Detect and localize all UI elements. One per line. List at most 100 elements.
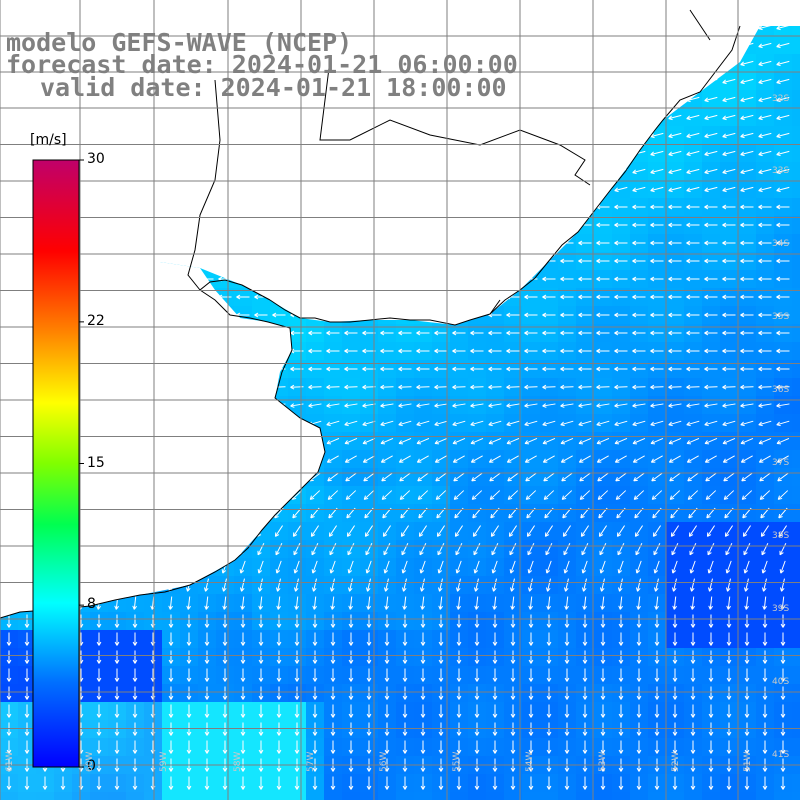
- wind-arrow: [596, 276, 610, 282]
- longitude-label: 57W: [306, 751, 316, 772]
- wind-arrow: [560, 276, 574, 282]
- field-cell: [756, 792, 774, 800]
- wind-arrow: [596, 222, 610, 228]
- field-cell: [558, 792, 576, 800]
- wind-arrow: [686, 204, 700, 210]
- field-cell: [450, 792, 468, 800]
- field-cell: [468, 792, 486, 800]
- field-cell: [792, 18, 800, 36]
- field-cell: [792, 576, 800, 594]
- wind-arrow: [740, 276, 754, 282]
- colorbar-unit: [m/s]: [30, 132, 67, 148]
- field-cell: [36, 792, 54, 800]
- latitude-label: 37S: [772, 458, 790, 468]
- wind-arrow: [614, 258, 628, 264]
- field-cell: [216, 792, 234, 800]
- latitude-label: 36S: [772, 385, 790, 395]
- field-cell: [792, 540, 800, 558]
- field-cell: [612, 792, 630, 800]
- wind-arrow: [740, 204, 754, 210]
- longitude-label: 51W: [743, 751, 753, 772]
- wind-arrow: [704, 222, 718, 228]
- field-cell: [792, 162, 800, 180]
- field-cell: [792, 666, 800, 684]
- wind-arrow: [722, 114, 736, 121]
- wind-arrow: [632, 168, 646, 175]
- field-cell: [342, 792, 360, 800]
- field-cell: [378, 792, 396, 800]
- wind-arrow: [758, 60, 772, 67]
- field-cell: [594, 792, 612, 800]
- wind-arrow: [650, 258, 664, 264]
- wind-arrow: [740, 240, 754, 246]
- field-cell: [702, 792, 720, 800]
- wind-arrow: [614, 186, 628, 193]
- field-cell: [684, 792, 702, 800]
- wind-arrow: [740, 222, 754, 228]
- wind-arrow: [668, 276, 682, 282]
- field-cell: [540, 792, 558, 800]
- wind-arrow: [686, 240, 700, 246]
- wind-arrow: [776, 96, 790, 103]
- wind-arrow: [614, 240, 628, 246]
- field-cell: [0, 792, 18, 800]
- field-cell: [90, 792, 108, 800]
- wind-arrow: [650, 204, 664, 210]
- wind-arrow: [758, 222, 772, 228]
- field-cell: [18, 792, 36, 800]
- field-cell: [648, 792, 666, 800]
- wind-arrow: [632, 204, 646, 210]
- field-cell: [792, 792, 800, 800]
- wind-arrow: [650, 240, 664, 246]
- wind-arrow: [758, 240, 772, 246]
- wind-arrow: [632, 276, 646, 282]
- wind-arrow: [758, 78, 772, 85]
- field-cell: [270, 792, 288, 800]
- field-cell: [666, 792, 684, 800]
- wind-arrow: [740, 114, 754, 121]
- field-cell: [522, 792, 540, 800]
- wind-arrow: [650, 132, 664, 139]
- wind-arrow: [758, 150, 772, 157]
- wind-arrow: [650, 186, 664, 193]
- wind-arrow: [542, 276, 556, 282]
- wind-arrow: [776, 222, 790, 228]
- colorbar-tick-label: 22: [87, 312, 105, 329]
- latitude-label: 41S: [772, 750, 790, 760]
- latitude-label: 40S: [772, 677, 790, 687]
- wind-arrow: [776, 240, 790, 246]
- wind-arrow: [758, 186, 772, 193]
- wind-arrow: [578, 240, 592, 246]
- wind-arrow: [686, 222, 700, 228]
- wind-arrow: [668, 150, 682, 157]
- wind-arrow: [776, 132, 790, 139]
- field-cell: [792, 126, 800, 144]
- wind-arrow: [686, 168, 700, 175]
- field-cell: [324, 792, 342, 800]
- wind-arrow: [668, 114, 682, 121]
- colorbar-tick-label: 15: [87, 454, 105, 471]
- field-cell: [792, 486, 800, 504]
- field-cell: [792, 144, 800, 162]
- wind-arrow: [632, 240, 646, 246]
- field-cell: [738, 792, 756, 800]
- field-cell: [792, 630, 800, 648]
- field-cell: [486, 792, 504, 800]
- wind-arrow: [722, 186, 736, 193]
- field-cell: [792, 306, 800, 324]
- field-cell: [396, 792, 414, 800]
- latitude-label: 33S: [772, 166, 790, 176]
- wind-arrow: [704, 186, 718, 193]
- wind-arrow: [722, 168, 736, 175]
- wind-arrow: [758, 114, 772, 121]
- field-cell: [792, 180, 800, 198]
- wind-arrow: [578, 258, 592, 264]
- field-cell: [792, 234, 800, 252]
- field-cell: [576, 792, 594, 800]
- wind-arrow: [704, 114, 718, 121]
- wind-arrow: [776, 42, 790, 49]
- wind-arrow: [776, 168, 790, 175]
- colorbar-tick-label: 30: [87, 151, 105, 167]
- wind-arrow: [722, 204, 736, 210]
